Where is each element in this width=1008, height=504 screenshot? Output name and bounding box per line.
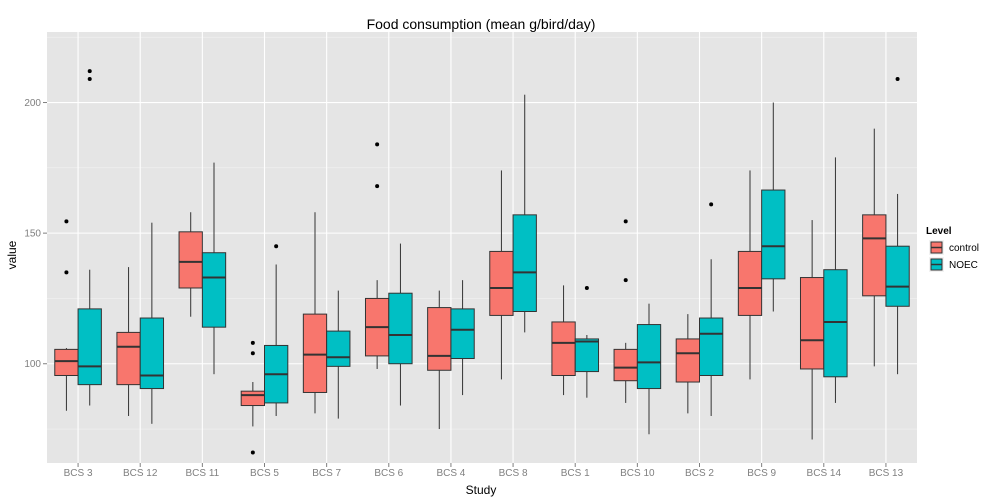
plot-area: [54, 69, 910, 455]
box-iqr: [178, 231, 203, 289]
y-tick-label: 200: [24, 98, 41, 109]
box-control-bcs-9: [737, 170, 763, 380]
box-iqr: [551, 321, 576, 376]
x-tick-label: BCS 14: [807, 468, 842, 479]
box-iqr: [675, 338, 700, 383]
legend-label: NOEC: [949, 260, 978, 271]
outlier-point: [87, 77, 92, 82]
box-iqr: [388, 292, 413, 365]
x-tick-label: BCS 12: [123, 468, 158, 479]
box-NOEC-bcs-3: [77, 69, 102, 406]
x-tick-label: BCS 2: [685, 468, 714, 479]
plot-panel: [47, 32, 917, 463]
box-NOEC-bcs-9: [761, 102, 786, 312]
y-axis-title: value: [5, 240, 19, 269]
y-tick-label: 100: [24, 359, 41, 370]
box-iqr: [302, 313, 328, 393]
box-iqr: [512, 214, 537, 312]
box-iqr: [613, 348, 638, 382]
box-iqr: [823, 269, 848, 378]
series-NOEC: [77, 69, 910, 435]
box-iqr: [54, 348, 79, 376]
box-NOEC-bcs-13: [885, 77, 910, 375]
box-NOEC-bcs-7: [326, 290, 351, 419]
box-control-bcs-5: [240, 340, 265, 455]
outlier-point: [623, 278, 628, 283]
legend-label: control: [949, 243, 979, 254]
x-tick-label: BCS 7: [312, 468, 341, 479]
x-tick-label: BCS 6: [374, 468, 403, 479]
box-NOEC-bcs-14: [823, 157, 848, 403]
outlier-point: [584, 285, 589, 290]
box-iqr: [116, 331, 141, 386]
outlier-point: [250, 450, 255, 455]
outlier-point: [64, 219, 69, 224]
box-control-bcs-12: [116, 267, 141, 416]
panel-background: [47, 32, 917, 463]
box-control-bcs-13: [862, 128, 887, 367]
x-tick-label: BCS 13: [869, 468, 904, 479]
x-tick-label: BCS 4: [436, 468, 465, 479]
chart-title: Food consumption (mean g/bird/day): [367, 16, 596, 32]
legend-item-NOEC: NOEC: [929, 257, 978, 272]
outlier-point: [623, 219, 628, 224]
outlier-point: [895, 77, 900, 82]
box-NOEC-bcs-8: [512, 94, 537, 333]
x-tick-label: BCS 5: [250, 468, 279, 479]
legend-title: Level: [926, 226, 952, 237]
outlier-point: [87, 69, 92, 74]
box-iqr: [77, 308, 102, 386]
box-NOEC-bcs-12: [139, 222, 165, 424]
x-tick-label: BCS 10: [620, 468, 655, 479]
outlier-point: [64, 270, 69, 275]
box-NOEC-bcs-6: [388, 243, 413, 406]
box-iqr: [761, 189, 786, 280]
box-NOEC-bcs-4: [450, 280, 475, 396]
x-tick-label: BCS 9: [747, 468, 776, 479]
x-tick-label: BCS 3: [64, 468, 93, 479]
x-tick-label: BCS 11: [185, 468, 219, 479]
box-control-bcs-6: [364, 142, 390, 369]
box-iqr: [450, 308, 475, 360]
box-NOEC-bcs-5: [264, 244, 289, 416]
y-tick-label: 150: [24, 229, 41, 240]
box-NOEC-bcs-11: [201, 162, 227, 375]
box-control-bcs-1: [551, 285, 576, 396]
box-iqr: [489, 250, 514, 316]
legend: Level control NOEC: [926, 226, 979, 272]
y-axis: 100 150 200: [24, 98, 47, 370]
box-iqr: [326, 330, 351, 367]
box-NOEC-bcs-1: [574, 285, 600, 398]
box-iqr: [862, 214, 887, 297]
box-iqr: [201, 252, 227, 328]
box-iqr: [427, 307, 452, 371]
outlier-point: [709, 202, 714, 207]
outlier-point: [250, 340, 255, 345]
outlier-point: [375, 184, 380, 189]
box-control-bcs-10: [613, 219, 638, 403]
box-iqr: [737, 250, 763, 316]
outlier-point: [250, 351, 255, 356]
box-iqr: [699, 317, 724, 376]
x-tick-label: BCS 8: [499, 468, 528, 479]
x-axis: BCS 3 BCS 12 BCS 11 BCS 5 BCS 7 BCS 6 BCS 4 BCS…: [64, 463, 904, 479]
x-tick-label: BCS 1: [561, 468, 590, 479]
box-control-bcs-3: [54, 219, 79, 411]
outlier-point: [274, 244, 279, 249]
legend-item-control: control: [929, 240, 979, 255]
box-iqr: [139, 317, 165, 390]
box-iqr: [885, 245, 910, 307]
box-iqr: [799, 277, 825, 370]
x-axis-title: Study: [466, 483, 497, 497]
box-NOEC-bcs-10: [636, 303, 662, 435]
box-iqr: [636, 324, 662, 390]
box-control-bcs-8: [489, 170, 514, 380]
box-iqr: [240, 390, 265, 407]
box-iqr: [574, 338, 600, 373]
box-NOEC-bcs-2: [699, 202, 724, 416]
outlier-point: [375, 142, 380, 147]
